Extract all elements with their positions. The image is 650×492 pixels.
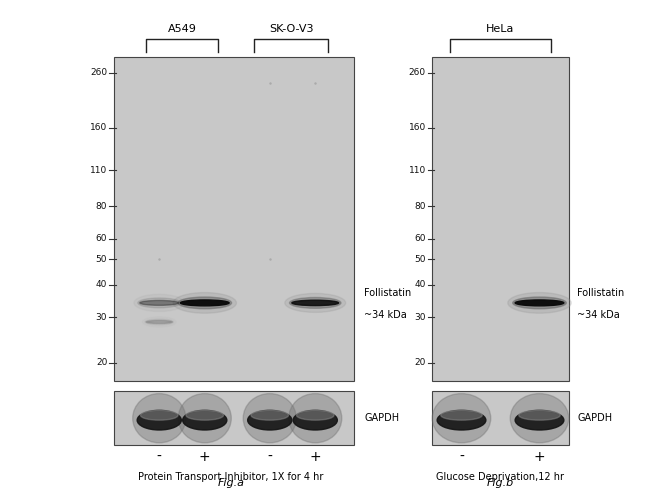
Ellipse shape	[296, 410, 334, 420]
Text: ~34 kDa: ~34 kDa	[577, 310, 620, 320]
Text: 160: 160	[90, 123, 107, 132]
Ellipse shape	[510, 394, 569, 443]
Ellipse shape	[137, 410, 181, 430]
Ellipse shape	[134, 294, 185, 311]
Text: -: -	[459, 450, 464, 463]
Bar	[114, 391, 354, 445]
Text: 160: 160	[408, 123, 426, 132]
Text: -: -	[267, 450, 272, 463]
Text: 260: 260	[409, 68, 426, 77]
Text: HeLa: HeLa	[486, 25, 515, 34]
Text: Fig.b: Fig.b	[487, 478, 514, 488]
Ellipse shape	[515, 410, 564, 430]
Text: GAPDH: GAPDH	[364, 413, 399, 423]
Ellipse shape	[289, 298, 341, 308]
Text: ~34 kDa: ~34 kDa	[364, 310, 407, 320]
Text: 60: 60	[414, 234, 426, 243]
Bar	[432, 391, 569, 445]
Ellipse shape	[285, 293, 346, 312]
Text: 110: 110	[408, 166, 426, 175]
Text: A549: A549	[168, 25, 196, 34]
Text: Follistatin: Follistatin	[364, 288, 411, 298]
Ellipse shape	[140, 301, 179, 306]
Bar	[432, 57, 569, 381]
Ellipse shape	[178, 394, 231, 443]
Ellipse shape	[508, 293, 571, 313]
Text: 40: 40	[415, 280, 426, 289]
Text: 40: 40	[96, 280, 107, 289]
Text: 30: 30	[96, 312, 107, 322]
Text: Glucose Deprivation,12 hr: Glucose Deprivation,12 hr	[437, 472, 564, 482]
Ellipse shape	[432, 394, 491, 443]
Ellipse shape	[181, 300, 229, 306]
Ellipse shape	[146, 320, 172, 323]
Text: 30: 30	[414, 312, 426, 322]
Text: Follistatin: Follistatin	[577, 288, 625, 298]
Ellipse shape	[519, 410, 560, 420]
Ellipse shape	[293, 410, 337, 430]
Text: 50: 50	[414, 255, 426, 264]
Text: Fig.a: Fig.a	[217, 478, 244, 488]
Ellipse shape	[251, 410, 289, 420]
Text: 60: 60	[96, 234, 107, 243]
Text: 20: 20	[415, 358, 426, 368]
Text: 80: 80	[96, 202, 107, 211]
Text: -: -	[157, 450, 162, 463]
Text: Protein Transport Inhibitor, 1X for 4 hr: Protein Transport Inhibitor, 1X for 4 hr	[138, 472, 324, 482]
Ellipse shape	[437, 410, 486, 430]
Text: SK-O-V3: SK-O-V3	[269, 25, 313, 34]
Text: +: +	[309, 450, 321, 463]
Ellipse shape	[183, 410, 227, 430]
Ellipse shape	[186, 410, 224, 420]
Ellipse shape	[289, 394, 342, 443]
Ellipse shape	[145, 319, 174, 325]
Ellipse shape	[513, 297, 566, 309]
Text: +: +	[199, 450, 211, 463]
Ellipse shape	[133, 394, 186, 443]
Text: +: +	[534, 450, 545, 463]
Ellipse shape	[138, 298, 181, 308]
Ellipse shape	[140, 410, 178, 420]
Text: 80: 80	[414, 202, 426, 211]
Text: 20: 20	[96, 358, 107, 368]
Ellipse shape	[243, 394, 296, 443]
Text: GAPDH: GAPDH	[577, 413, 612, 423]
Bar	[114, 57, 354, 381]
Text: 110: 110	[90, 166, 107, 175]
Ellipse shape	[515, 300, 564, 306]
Text: 260: 260	[90, 68, 107, 77]
Ellipse shape	[441, 410, 482, 420]
Ellipse shape	[178, 297, 231, 309]
Ellipse shape	[292, 300, 339, 306]
Ellipse shape	[173, 293, 237, 313]
Ellipse shape	[248, 410, 292, 430]
Text: 50: 50	[96, 255, 107, 264]
